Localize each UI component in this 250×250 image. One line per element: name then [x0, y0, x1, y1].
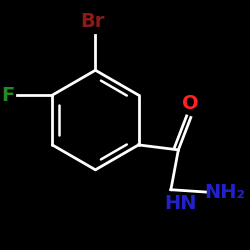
Text: Br: Br [81, 12, 105, 31]
Text: HN: HN [164, 194, 197, 213]
Text: O: O [182, 94, 199, 113]
Text: F: F [1, 86, 14, 105]
Text: NH₂: NH₂ [204, 183, 245, 202]
